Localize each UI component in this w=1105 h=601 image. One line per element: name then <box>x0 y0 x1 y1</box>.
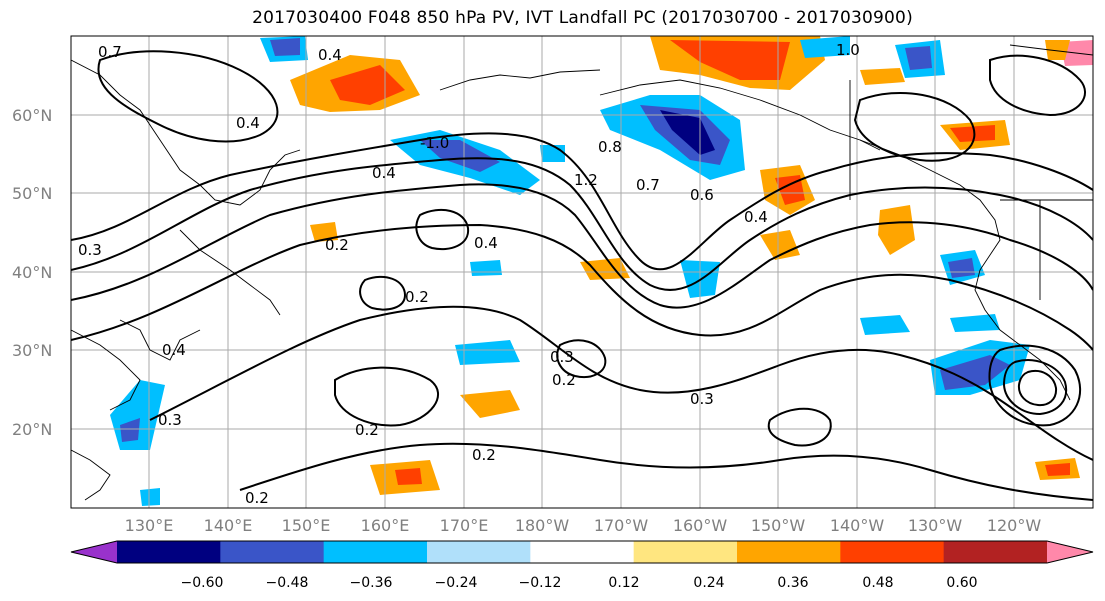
contour-label: 0.2 <box>405 288 429 306</box>
coastlines <box>71 44 1093 501</box>
colorbar-label: −0.36 <box>350 575 393 591</box>
lat-label: 20°N <box>12 420 52 439</box>
colorbar-label: 0.36 <box>777 575 808 591</box>
contour-label: 0.2 <box>552 371 576 389</box>
colorbar-segment <box>943 541 1048 563</box>
lon-label: 140°W <box>830 516 885 535</box>
contour-label: 0.4 <box>372 164 396 182</box>
colorbar-label: −0.60 <box>181 575 224 591</box>
lon-label: 180°W <box>515 516 570 535</box>
contour-label: 0.3 <box>690 390 714 408</box>
contour-label: 0.2 <box>325 236 349 254</box>
contour-label: 0.7 <box>98 43 122 61</box>
lon-label: 140°E <box>204 516 253 535</box>
lat-label: 50°N <box>12 184 52 203</box>
latitude-labels: 60°N 50°N 40°N 30°N 20°N <box>12 106 52 439</box>
contour-label: 0.3 <box>158 411 182 429</box>
map-title: 2017030400 F048 850 hPa PV, IVT Landfall… <box>252 8 913 28</box>
lon-label: 150°E <box>282 516 331 535</box>
contour-label: 0.2 <box>245 489 269 507</box>
lon-label: 170°E <box>440 516 489 535</box>
contour-label: 0.4 <box>162 341 186 359</box>
colorbar-label: 0.12 <box>608 575 639 591</box>
colorbar-outline <box>70 540 1094 564</box>
lat-label: 60°N <box>12 106 52 125</box>
lat-label: 30°N <box>12 341 52 360</box>
colorbar-labels: −0.60 −0.48 −0.36 −0.24 −0.12 0.12 0.24 … <box>181 575 978 591</box>
lat-label: 40°N <box>12 263 52 282</box>
lon-label: 160°W <box>673 516 728 535</box>
colorbar-label: −0.24 <box>435 575 478 591</box>
contour-label: 0.3 <box>78 241 102 259</box>
contour-label: 0.7 <box>636 176 660 194</box>
colorbar-segment <box>427 541 531 563</box>
contour-label: 0.4 <box>236 114 260 132</box>
contour-label: 0.4 <box>318 46 342 64</box>
colorbar-label: −0.48 <box>266 575 309 591</box>
contour-label: 0.8 <box>598 138 622 156</box>
longitude-labels: 130°E 140°E 150°E 160°E 170°E 180°W 170°… <box>125 516 1042 535</box>
contour-label: 0.2 <box>472 446 496 464</box>
lon-label: 130°E <box>125 516 174 535</box>
lon-label: 150°W <box>751 516 806 535</box>
lon-label: 170°W <box>594 516 649 535</box>
contour-label: 1.2 <box>574 171 598 189</box>
contour-label: 0.6 <box>690 186 714 204</box>
colorbar-label: 0.48 <box>862 575 893 591</box>
map-frame <box>70 35 1094 509</box>
colorbar-segment <box>840 541 945 563</box>
contour-labels: 0.7 0.4 -1.0 0.4 0.4 0.2 0.2 0.3 0.2 0.2… <box>78 41 860 507</box>
contour-label: 1.0 <box>836 41 860 59</box>
colorbar-extend-high <box>1047 541 1093 563</box>
pv-contours <box>71 50 1093 501</box>
shaded-anomalies <box>110 36 1093 506</box>
contour-label: 0.4 <box>474 234 498 252</box>
contour-label: 0.3 <box>550 348 574 366</box>
contour-label: 0.4 <box>744 208 768 226</box>
colorbar-label: −0.12 <box>519 575 562 591</box>
colorbar-segment <box>323 541 428 563</box>
colorbar-segment <box>220 541 325 563</box>
colorbar-extend-low <box>71 541 117 563</box>
contour-label: 0.2 <box>355 421 379 439</box>
colorbar-segment <box>633 541 738 563</box>
colorbar-segment <box>117 541 221 563</box>
colorbar-segment <box>530 541 635 563</box>
colorbar-label: 0.60 <box>946 575 977 591</box>
map-content: 0.7 0.4 -1.0 0.4 0.4 0.2 0.2 0.3 0.2 0.2… <box>71 36 1093 508</box>
lon-label: 130°W <box>908 516 963 535</box>
lon-label: 120°W <box>987 516 1042 535</box>
colorbar-segment <box>737 541 841 563</box>
colorbar-label: 0.24 <box>693 575 724 591</box>
colorbar <box>70 540 1094 564</box>
contour-label: -1.0 <box>420 134 449 152</box>
lon-label: 160°E <box>361 516 410 535</box>
